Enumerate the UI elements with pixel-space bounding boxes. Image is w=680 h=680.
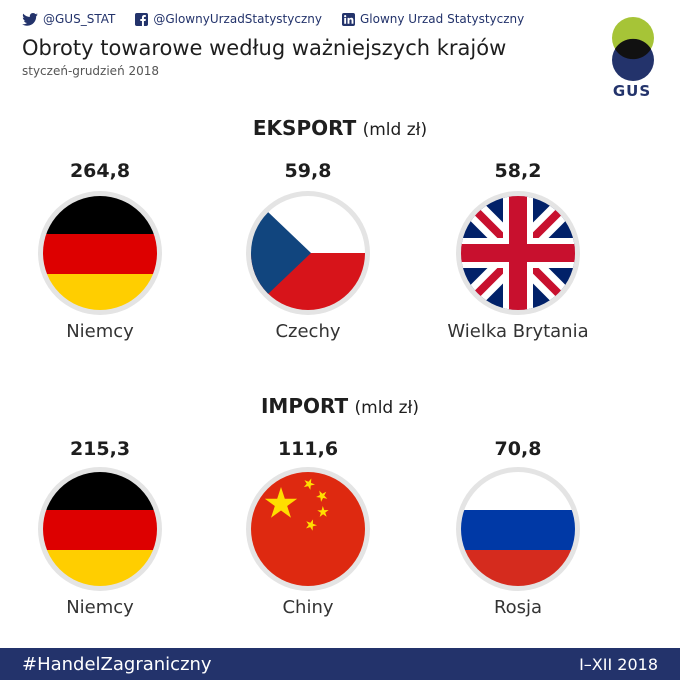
export-value-2: 59,8 [284, 160, 332, 182]
page-subtitle: styczeń-grudzień 2018 [22, 64, 160, 78]
import-value-1: 215,3 [69, 438, 131, 460]
czech-flag-icon [246, 191, 370, 315]
footer-bar: #HandelZagraniczny I–XII 2018 [0, 648, 680, 680]
import-heading-unit: (mld zł) [354, 398, 420, 418]
export-value-3: 58,2 [494, 160, 542, 182]
import-heading: IMPORT (mld zł) [0, 394, 680, 418]
export-country-3: Wielka Brytania [447, 321, 589, 342]
twitter-link[interactable]: @GUS_STAT [22, 12, 115, 26]
germany-flag-icon [38, 467, 162, 591]
import-country-3: Rosja [493, 597, 543, 618]
export-heading-unit: (mld zł) [362, 120, 428, 140]
facebook-link[interactable]: @GlownyUrzadStatystyczny [135, 12, 322, 26]
export-country-1: Niemcy [66, 321, 134, 342]
germany-flag-icon [38, 191, 162, 315]
linkedin-handle: Glowny Urzad Statystyczny [359, 12, 525, 26]
facebook-handle: @GlownyUrzadStatystyczny [153, 12, 322, 26]
linkedin-icon [341, 12, 355, 26]
linkedin-link[interactable]: Glowny Urzad Statystyczny [341, 12, 525, 26]
gus-logo-text: GUS [612, 82, 652, 100]
import-value-3: 70,8 [494, 438, 542, 460]
import-country-1: Niemcy [66, 597, 134, 618]
gus-logo-icon [612, 17, 654, 81]
facebook-icon [135, 12, 149, 26]
export-value-1: 264,8 [69, 160, 131, 182]
twitter-handle: @GUS_STAT [43, 12, 116, 26]
export-heading-label: EKSPORT [252, 116, 357, 140]
hashtag-link[interactable]: #HandelZagraniczny [22, 654, 212, 675]
export-heading: EKSPORT (mld zł) [0, 116, 680, 140]
page-title: Obroty towarowe według ważniejszych kraj… [22, 36, 507, 60]
import-country-2: Chiny [282, 597, 334, 618]
twitter-icon [22, 12, 38, 26]
social-bar: @GUS_STAT @GlownyUrzadStatystyczny Glown… [22, 12, 524, 26]
russia-flag-icon [456, 467, 580, 591]
footer-period: I–XII 2018 [579, 655, 658, 674]
uk-flag-icon [456, 191, 580, 315]
export-country-2: Czechy [275, 321, 341, 342]
import-value-2: 111,6 [277, 438, 339, 460]
import-heading-label: IMPORT [260, 394, 349, 418]
china-flag-icon [246, 467, 370, 591]
